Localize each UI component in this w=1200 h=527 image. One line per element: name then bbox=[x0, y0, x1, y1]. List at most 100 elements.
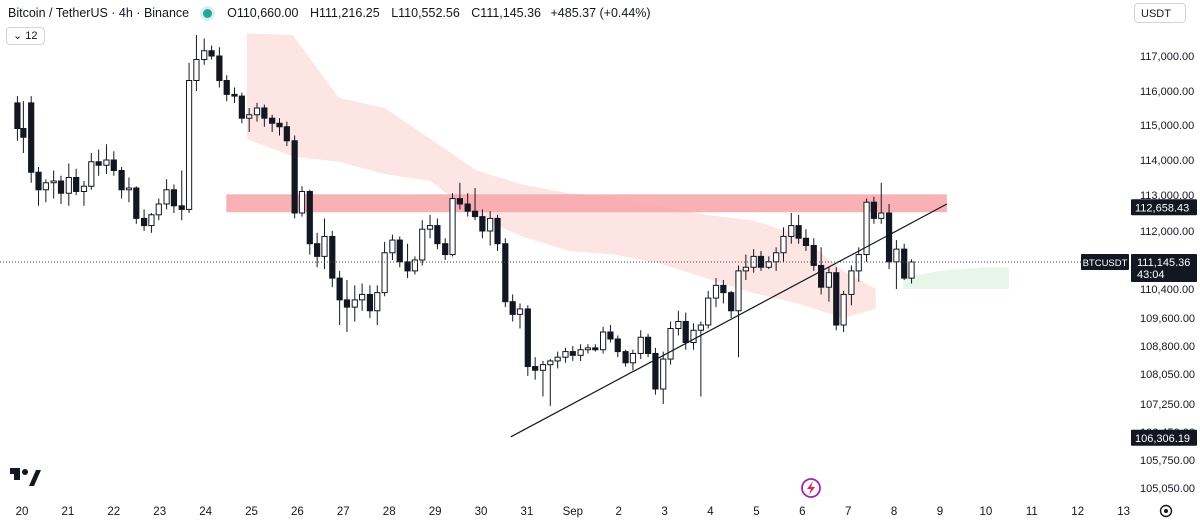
candle-body bbox=[614, 338, 621, 353]
candle-body bbox=[487, 217, 494, 232]
candle-body bbox=[547, 360, 554, 366]
candle bbox=[502, 238, 509, 308]
candle bbox=[554, 351, 561, 369]
candle bbox=[201, 38, 208, 65]
candle bbox=[885, 204, 893, 270]
candle bbox=[133, 186, 140, 224]
close-label: C bbox=[471, 6, 481, 20]
time-tick-label: 22 bbox=[107, 506, 120, 518]
tradingview-logo[interactable] bbox=[10, 468, 41, 486]
candle-body bbox=[599, 331, 607, 351]
candle-body bbox=[607, 331, 614, 340]
resistance-zone-layer bbox=[226, 194, 947, 213]
candle bbox=[908, 259, 915, 284]
candle-body bbox=[479, 216, 486, 232]
candle-body bbox=[238, 95, 245, 119]
candle-body bbox=[516, 308, 524, 315]
indicators-toggle[interactable]: ⌄ 12 bbox=[6, 27, 45, 45]
candle-body bbox=[878, 212, 885, 219]
price-tick-label: 114,000.00 bbox=[1140, 155, 1194, 167]
market-status-icon[interactable] bbox=[202, 9, 212, 18]
candle-body bbox=[539, 364, 547, 371]
candle bbox=[193, 35, 200, 91]
candle-body bbox=[802, 237, 810, 246]
candle-body bbox=[637, 336, 644, 354]
candle bbox=[178, 170, 185, 221]
candle bbox=[95, 149, 102, 176]
resistance-zone bbox=[226, 194, 947, 213]
candle bbox=[487, 211, 494, 246]
candle-body bbox=[765, 261, 772, 268]
ascending-trendline bbox=[510, 203, 948, 438]
candle bbox=[532, 357, 539, 380]
time-axis[interactable]: 20 21 22 23 24 25 26 27 28 29 30 31 Sep 2 3 4 5 6 7 8 9 10 11 1… bbox=[16, 506, 1130, 518]
symbol-badge-label: BTCUSDT bbox=[1083, 258, 1128, 269]
candle bbox=[14, 96, 21, 141]
candle bbox=[577, 344, 584, 361]
candle-body bbox=[216, 55, 223, 81]
candle bbox=[73, 168, 80, 195]
lightning-icon[interactable] bbox=[801, 478, 821, 498]
candle bbox=[389, 234, 396, 260]
tv-logo-stroke bbox=[29, 470, 41, 486]
candle bbox=[170, 184, 178, 213]
settings-icon[interactable] bbox=[1159, 504, 1173, 518]
candle bbox=[291, 135, 298, 219]
candle bbox=[802, 229, 810, 251]
candle-body bbox=[660, 358, 667, 390]
candle bbox=[103, 144, 110, 174]
candle bbox=[870, 196, 878, 224]
high-value: 111,216.25 bbox=[318, 6, 380, 20]
candle bbox=[494, 214, 501, 251]
candle-body bbox=[863, 201, 870, 256]
candle bbox=[88, 153, 95, 190]
time-tick-label: 25 bbox=[245, 506, 258, 518]
candle bbox=[697, 321, 704, 397]
low-label: L bbox=[391, 6, 399, 20]
resistance-price-badge bbox=[1131, 199, 1197, 216]
low-value: 110,552.56 bbox=[398, 6, 460, 20]
cloud-bear-area bbox=[246, 33, 876, 319]
candle bbox=[238, 92, 245, 124]
candle-body bbox=[818, 264, 825, 288]
candle bbox=[675, 310, 682, 336]
time-tick-label: 21 bbox=[62, 506, 75, 518]
candle bbox=[509, 294, 516, 322]
candle bbox=[788, 213, 795, 244]
candle-body bbox=[885, 212, 893, 263]
candle-body bbox=[314, 243, 321, 257]
candle-body bbox=[42, 182, 49, 191]
candle bbox=[125, 177, 133, 203]
candle bbox=[298, 186, 306, 217]
candle-body bbox=[404, 261, 411, 272]
candle bbox=[878, 182, 885, 224]
candle bbox=[629, 349, 637, 371]
candle bbox=[584, 344, 592, 354]
currency-selector[interactable]: USDT bbox=[1134, 3, 1186, 23]
time-tick-label: 10 bbox=[980, 506, 993, 518]
candle bbox=[50, 170, 57, 199]
candle bbox=[381, 241, 388, 297]
candle bbox=[351, 285, 358, 322]
candle-body bbox=[682, 321, 689, 343]
candle-body bbox=[893, 248, 900, 263]
candle bbox=[833, 267, 840, 331]
candle-body bbox=[855, 254, 862, 272]
candle bbox=[140, 209, 148, 231]
candle-body bbox=[870, 201, 878, 219]
candle bbox=[283, 121, 290, 146]
candle-body bbox=[118, 170, 125, 191]
candle-body bbox=[825, 272, 833, 288]
candle-body bbox=[201, 50, 208, 60]
candle-body bbox=[291, 140, 298, 214]
candle bbox=[359, 283, 366, 311]
candle bbox=[705, 290, 712, 329]
current-price-label: 111,145.36 bbox=[1137, 257, 1190, 269]
time-tick-label: 3 bbox=[661, 506, 667, 518]
candle bbox=[614, 335, 621, 358]
candle-body bbox=[20, 128, 27, 138]
candle bbox=[411, 256, 419, 275]
symbol-title[interactable]: Bitcoin / TetherUS · 4h · Binance bbox=[8, 6, 190, 20]
